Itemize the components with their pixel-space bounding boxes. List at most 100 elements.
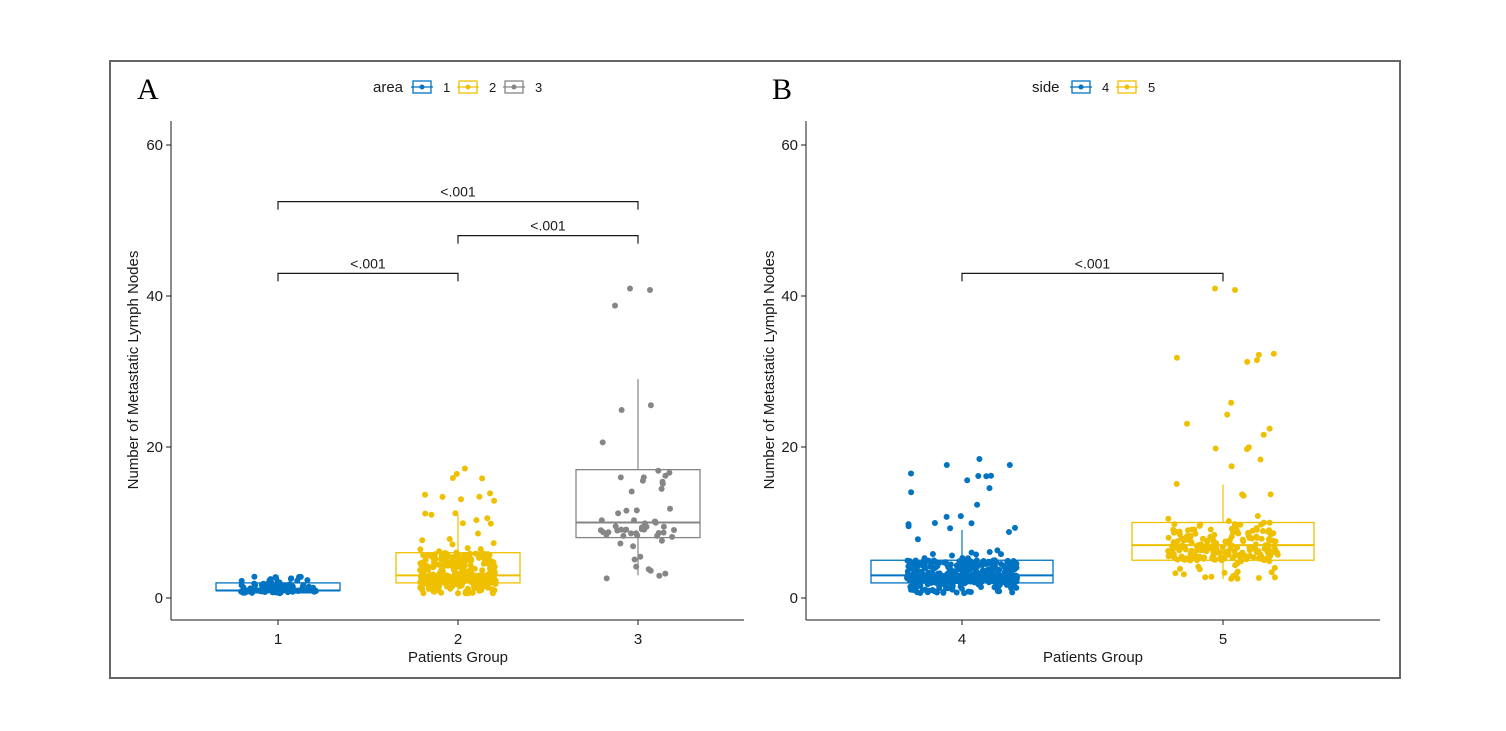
panel-b-point — [930, 557, 937, 564]
panel-b-point — [908, 489, 915, 496]
panel-a-bracket — [457, 235, 639, 244]
panel-b-point — [961, 590, 968, 597]
panel-a-point — [667, 505, 673, 512]
panel-b-point — [944, 585, 951, 592]
panel-a-bracket — [277, 272, 459, 282]
panel-b-point — [1004, 558, 1011, 565]
panel-a-box-group-3 — [575, 285, 701, 582]
panel-a-point — [659, 478, 666, 485]
panel-a-point — [628, 530, 634, 537]
panel-b-point — [1004, 575, 1010, 582]
panel-a-point — [291, 587, 298, 594]
panel-b-point — [1260, 431, 1267, 438]
panel-b-point — [1238, 558, 1245, 565]
panel-b-point — [1172, 570, 1179, 577]
panel-a-point — [251, 580, 258, 587]
panel-b-point — [1244, 358, 1251, 365]
panel-b-pvalue-label: <.001 — [1075, 255, 1111, 271]
panel-a-point — [279, 587, 286, 594]
panel-b-point — [910, 587, 917, 593]
panel-a-point — [447, 585, 454, 592]
panel-b-point — [1197, 521, 1204, 528]
panel-a-point — [620, 532, 627, 539]
panel-b-point — [1003, 566, 1010, 573]
panel-b-legend-entry-5: 5 — [1116, 80, 1155, 95]
panel-a-point — [422, 510, 429, 517]
panel-a-point — [419, 537, 426, 544]
panel-b-point — [994, 569, 1001, 576]
panel-a-point — [599, 439, 606, 446]
panel-a-point — [660, 523, 667, 530]
panel-a-point — [417, 546, 424, 553]
panel-a-box-group-1 — [215, 573, 341, 597]
panel-a-comparison-2-3: <.001 — [457, 218, 639, 244]
panel-b-point — [1186, 557, 1193, 564]
panel-b-point — [1255, 351, 1262, 358]
panel-a-point — [449, 541, 456, 548]
panel-a-point — [420, 564, 427, 571]
panel-a-point — [597, 527, 604, 534]
panel-b-point — [908, 470, 914, 477]
panel-a-point — [487, 520, 494, 527]
panel-b-point — [1248, 535, 1255, 541]
panel-b-point — [1249, 527, 1256, 534]
panel-b-point — [947, 525, 954, 532]
panel-b-point — [929, 551, 936, 557]
panel-b-point — [998, 551, 1004, 558]
panel-b-letter: B — [772, 73, 792, 106]
panel-a-point — [461, 576, 468, 583]
panel-a-point — [618, 407, 625, 413]
panel-b-point — [1266, 425, 1273, 432]
panel-b-point — [1211, 531, 1218, 538]
panel-b-point — [931, 588, 938, 595]
panel-b-point — [1254, 357, 1260, 364]
panel-a-point — [453, 549, 460, 556]
panel-b-point — [961, 564, 968, 571]
panel-a-point — [480, 572, 487, 579]
panel-b-point — [905, 563, 912, 570]
panel-b-point — [1189, 526, 1196, 533]
panel-b-point — [944, 571, 951, 578]
panel-a-y-tick-label: 60 — [146, 137, 163, 154]
panel-a-point — [479, 475, 486, 482]
panel-a-point — [641, 520, 648, 527]
panel-b-point — [957, 583, 964, 590]
panel-b-point — [1176, 547, 1183, 554]
panel-b-point — [1228, 399, 1235, 406]
panel-b-point — [978, 579, 985, 586]
panel-a-point — [666, 469, 673, 476]
panel-b-point — [1207, 526, 1214, 533]
panel-b-legend-key-dot — [1124, 84, 1130, 90]
panel-b-point — [996, 577, 1003, 584]
panel-b-point — [955, 563, 962, 570]
panel-a-point — [443, 555, 450, 562]
panel-a-point — [443, 550, 450, 557]
panel-b-plot-area: 0 20 40 60 4 5 <.001 — [781, 121, 1380, 648]
panel-a-point — [491, 497, 498, 504]
panel-b-point — [1172, 528, 1179, 535]
panel-a-point — [287, 575, 294, 582]
panel-b-x-tick-label: 4 — [958, 631, 966, 648]
panel-a-point — [300, 582, 307, 588]
panel-b-point — [1006, 462, 1013, 468]
panel-b-point — [1266, 558, 1273, 565]
panel-b-point — [1165, 515, 1172, 522]
panel-b-point — [925, 557, 932, 564]
panel-b-point — [948, 576, 955, 583]
panel-b-point — [1240, 538, 1247, 545]
panel-b-point — [975, 473, 982, 479]
panel-a-point — [623, 507, 630, 514]
panel-a-points-3 — [597, 285, 677, 582]
panel-b-point — [1219, 544, 1226, 551]
panel-a-point — [435, 561, 442, 568]
panel-a-point — [630, 543, 637, 550]
panel-b-point — [1204, 538, 1211, 545]
panel-b-point — [1224, 411, 1231, 418]
panel-b-point — [1177, 565, 1183, 572]
panel-b-point — [971, 563, 978, 570]
panel-b-point — [1266, 527, 1273, 534]
panel-a-point — [459, 520, 466, 527]
panel-b-point — [1258, 521, 1264, 528]
panel-b-point — [1234, 575, 1241, 582]
